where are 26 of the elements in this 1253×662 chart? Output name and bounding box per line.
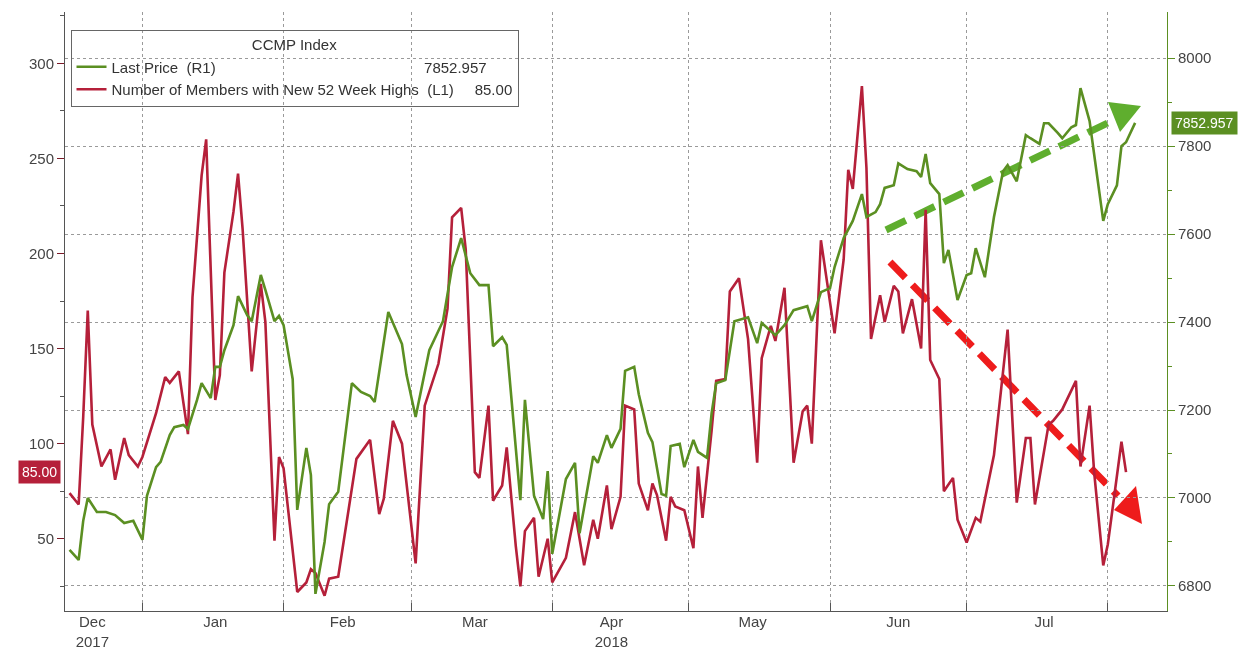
legend-title: CCMP Index — [251, 36, 338, 54]
x-tick-label: Jul — [1034, 613, 1054, 630]
y-tick-label: 200 — [28, 244, 54, 262]
y-tick-label: 250 — [28, 149, 54, 167]
legend-label: Number of Members with New 52 Week Highs (L1) 85.00 — [111, 81, 513, 99]
y-tick-label: 300 — [28, 54, 54, 72]
x-tick-label: Feb — [329, 613, 356, 630]
text: 7852.957 — [1175, 115, 1234, 131]
x-tick-label: Jan — [203, 613, 228, 630]
x-tick-label: May — [738, 613, 768, 630]
y-tick-label: 150 — [28, 339, 54, 357]
y-tick-label: 50 — [37, 529, 54, 547]
y2-tick-label: 8000 — [1178, 49, 1212, 67]
x-tick-label: Apr 2018 — [594, 613, 629, 650]
legend-label: Last Price (R1) 7852.957 — [111, 58, 487, 76]
y2-tick-label: 7200 — [1178, 401, 1212, 419]
y2-tick-label: 6800 — [1178, 577, 1212, 595]
text: 85.00 — [22, 464, 58, 480]
y2-tick-label: 7800 — [1178, 137, 1212, 155]
y2-tick-label: 7600 — [1178, 225, 1212, 243]
x-tick-label: Dec 2017 — [75, 613, 110, 650]
x-tick-label: Jun — [886, 613, 911, 630]
y2-tick-label: 7400 — [1178, 313, 1212, 331]
x-tick-label: Mar — [461, 613, 488, 630]
y-tick-label: 100 — [28, 434, 54, 452]
y2-tick-label: 7000 — [1178, 489, 1212, 507]
